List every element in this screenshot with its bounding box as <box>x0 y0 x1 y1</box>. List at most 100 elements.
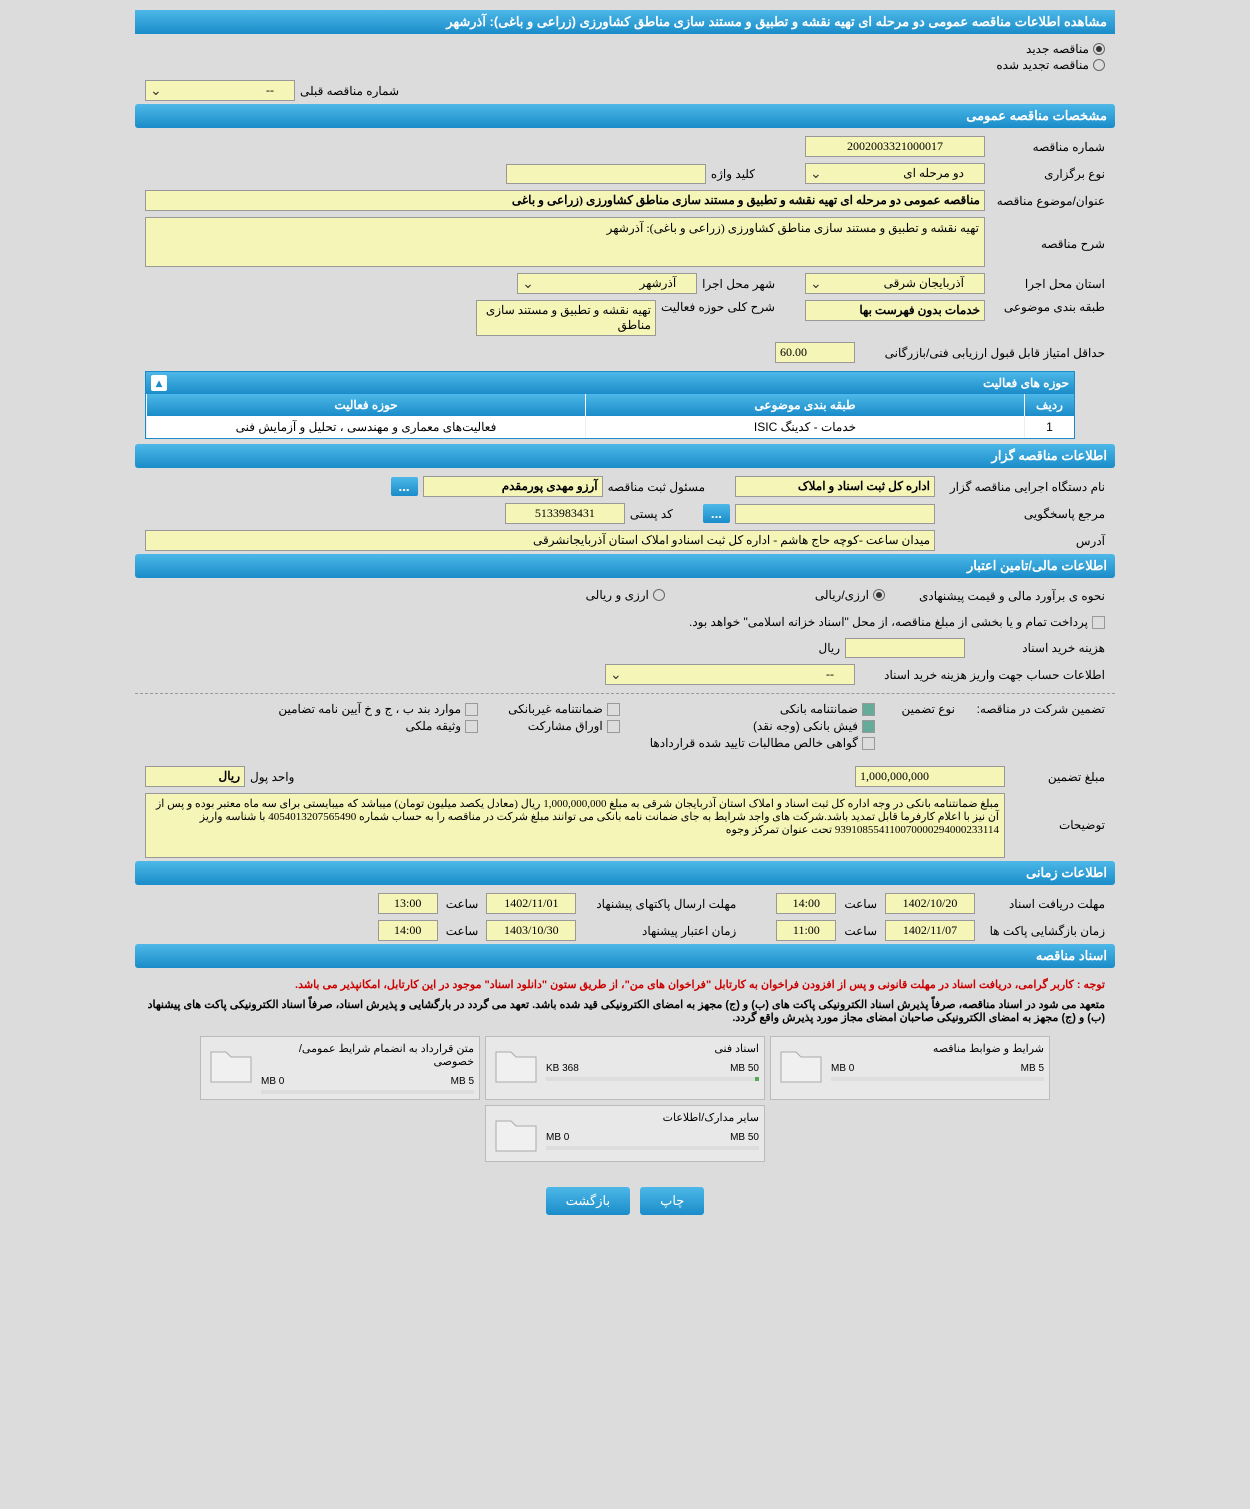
city-label: شهر محل اجرا <box>697 277 775 291</box>
send-label: مهلت ارسال پاکتهای پیشنهاد <box>576 897 736 911</box>
doc-used: 0 MB <box>546 1132 569 1143</box>
currency-unit-field: ریال <box>145 766 245 787</box>
radio-dot-icon <box>873 589 885 601</box>
rial-label: ارزی/ریالی <box>815 588 869 602</box>
type-select[interactable]: دو مرحله ای <box>805 163 985 184</box>
category-field: خدمات بدون فهرست بها <box>805 300 985 321</box>
radio-rial[interactable]: ارزی/ریالی <box>815 588 885 602</box>
desc-field: تهیه نقشه و تطبیق و مستند سازی مناطق کشا… <box>145 217 985 267</box>
doc-card[interactable]: متن قرارداد به انضمام شرایط عمومی/خصوصی … <box>200 1036 480 1100</box>
notes-field: مبلغ ضمانتنامه بانکی در وجه اداره کل ثبت… <box>145 793 1005 858</box>
check-nonbank-label: ضمانتنامه غیربانکی <box>508 702 603 716</box>
open-date-field: 1402/11/07 <box>885 920 975 941</box>
officer-field: آرزو مهدی پورمقدم <box>423 476 603 497</box>
section-general: مشخصات مناقصه عمومی <box>135 104 1115 128</box>
activities-title: حوزه های فعالیت <box>983 376 1069 390</box>
radio-renewed-tender[interactable]: مناقصه تجدید شده <box>145 58 1105 72</box>
doc-card[interactable]: شرایط و ضوابط مناقصه 5 MB 0 MB <box>770 1036 1050 1100</box>
back-button[interactable]: بازگشت <box>546 1187 630 1215</box>
radio-dot-icon <box>1093 59 1105 71</box>
contact-field[interactable] <box>735 504 935 524</box>
postal-label: کد پستی <box>625 507 673 521</box>
collapse-icon[interactable]: ▴ <box>151 375 167 391</box>
section-tenderer: اطلاعات مناقصه گزار <box>135 444 1115 468</box>
check-cash[interactable]: فیش بانکی (وجه نقد) <box>650 719 875 733</box>
checkbox-icon <box>862 720 875 733</box>
doc-cost-label: هزینه خرید اسناد <box>965 641 1105 655</box>
contact-label: مرجع پاسخگویی <box>935 507 1105 521</box>
radio-new-label: مناقصه جدید <box>1026 42 1089 56</box>
checkbox-icon <box>465 703 478 716</box>
org-field: اداره کل ثبت اسناد و املاک <box>735 476 935 497</box>
td-index: 1 <box>1024 416 1074 438</box>
officer-browse-button[interactable]: ... <box>391 477 418 496</box>
check-bank-label: ضمانتنامه بانکی <box>780 702 858 716</box>
province-label: استان محل اجرا <box>985 277 1105 291</box>
check-property[interactable]: وثیقه ملکی <box>278 719 478 733</box>
check-cash-label: فیش بانکی (وجه نقد) <box>753 719 858 733</box>
check-participation[interactable]: اوراق مشارکت <box>508 719 620 733</box>
checkbox-icon <box>465 720 478 733</box>
doc-card[interactable]: سایر مدارک/اطلاعات 50 MB 0 MB <box>485 1105 765 1162</box>
check-bank[interactable]: ضمانتنامه بانکی <box>650 702 875 716</box>
officer-label: مسئول ثبت مناقصه <box>603 480 705 494</box>
keyword-field[interactable] <box>506 164 706 184</box>
city-select[interactable]: آذرشهر <box>517 273 697 294</box>
doc-title: متن قرارداد به انضمام شرایط عمومی/خصوصی <box>261 1042 474 1068</box>
doc-title: سایر مدارک/اطلاعات <box>546 1111 759 1124</box>
category-label: طبقه بندی موضوعی <box>985 300 1105 314</box>
payment-checkbox[interactable]: پرداخت تمام و یا بخشی از مبلغ مناقصه، از… <box>689 615 1105 629</box>
doc-used: 0 MB <box>831 1063 854 1074</box>
folder-icon <box>206 1042 256 1087</box>
address-label: آدرس <box>935 534 1105 548</box>
prev-number-select[interactable]: -- <box>145 80 295 101</box>
contact-browse-button[interactable]: ... <box>703 504 730 523</box>
currency-unit-label: واحد پول <box>245 770 294 784</box>
validity-date-field: 1403/10/30 <box>486 920 576 941</box>
doc-title: شرایط و ضوابط مناقصه <box>831 1042 1044 1055</box>
tender-number-field: 2002003321000017 <box>805 136 985 157</box>
checkbox-icon <box>862 737 875 750</box>
print-button[interactable]: چاپ <box>640 1187 704 1215</box>
send-time-field: 13:00 <box>378 893 438 914</box>
subject-field: مناقصه عمومی دو مرحله ای تهیه نقشه و تطب… <box>145 190 985 211</box>
guarantee-amount-label: مبلغ تضمین <box>1005 770 1105 784</box>
doc-total: 50 MB <box>730 1132 759 1143</box>
validity-time-label: ساعت <box>438 924 487 938</box>
activities-table: حوزه های فعالیت ▴ ردیف طبقه بندی موضوعی … <box>145 371 1075 439</box>
receive-date-field: 1402/10/20 <box>885 893 975 914</box>
prev-number-label: شماره مناقصه قبلی <box>295 84 399 98</box>
checkbox-icon <box>607 703 620 716</box>
radio-currency[interactable]: ارزی و ریالی <box>586 588 665 602</box>
radio-new-tender[interactable]: مناقصه جدید <box>145 42 1105 56</box>
guarantee-amount-field: 1,000,000,000 <box>855 766 1005 787</box>
doc-card[interactable]: اسناد فنی 50 MB 368 KB <box>485 1036 765 1100</box>
doc-used: 368 KB <box>546 1063 579 1074</box>
number-label: شماره مناقصه <box>985 140 1105 154</box>
validity-time-field: 14:00 <box>378 920 438 941</box>
folder-icon <box>491 1042 541 1087</box>
section-timing: اطلاعات زمانی <box>135 861 1115 885</box>
radio-dot-icon <box>653 589 665 601</box>
page-title: مشاهده اطلاعات مناقصه عمومی دو مرحله ای … <box>135 10 1115 34</box>
check-nonbank[interactable]: ضمانتنامه غیربانکی <box>508 702 620 716</box>
open-label: زمان بازگشایی پاکت ها <box>975 924 1105 938</box>
section-financial: اطلاعات مالی/تامین اعتبار <box>135 554 1115 578</box>
doc-total: 5 MB <box>451 1076 474 1087</box>
check-certificate[interactable]: گواهی خالص مطالبات تایید شده قراردادها <box>650 736 875 750</box>
td-category: خدمات - کدینگ ISIC <box>585 416 1024 438</box>
method-label: نحوه ی برآورد مالی و قیمت پیشنهادی <box>885 589 1105 603</box>
doc-total: 5 MB <box>1021 1063 1044 1074</box>
province-select[interactable]: آذربایجان شرقی <box>805 273 985 294</box>
payment-note: پرداخت تمام و یا بخشی از مبلغ مناقصه، از… <box>689 615 1088 629</box>
check-certificate-label: گواهی خالص مطالبات تایید شده قراردادها <box>650 736 858 750</box>
doc-cost-unit: ریال <box>813 641 845 655</box>
desc-label: شرح مناقصه <box>985 217 1105 251</box>
account-select[interactable]: -- <box>605 664 855 685</box>
doc-cost-field[interactable] <box>845 638 965 658</box>
check-regulation[interactable]: موارد بند ب ، ج و خ آیین نامه تضامین <box>278 702 478 716</box>
check-property-label: وثیقه ملکی <box>405 719 461 733</box>
activity-desc-field: تهیه نقشه و تطبیق و مستند سازی مناطق <box>476 300 656 336</box>
receive-time-field: 14:00 <box>776 893 836 914</box>
min-score-field: 60.00 <box>775 342 855 363</box>
